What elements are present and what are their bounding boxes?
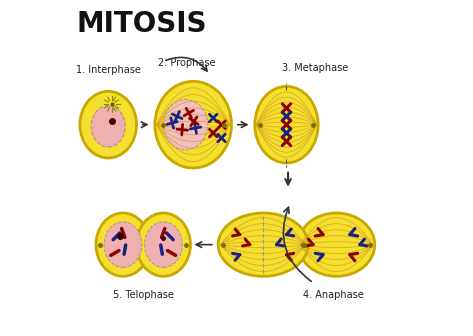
Ellipse shape [145, 222, 182, 267]
Ellipse shape [104, 222, 142, 267]
Text: 5. Telophase: 5. Telophase [113, 290, 174, 300]
Ellipse shape [298, 213, 375, 276]
Text: MITOSIS: MITOSIS [77, 10, 207, 38]
Text: 1. Interphase: 1. Interphase [76, 65, 140, 75]
Ellipse shape [155, 81, 231, 168]
Ellipse shape [136, 213, 191, 276]
Ellipse shape [96, 213, 150, 276]
Ellipse shape [255, 86, 318, 163]
Ellipse shape [163, 99, 208, 150]
Ellipse shape [218, 213, 308, 276]
Text: 2. Prophase: 2. Prophase [158, 58, 215, 68]
Text: 4. Anaphase: 4. Anaphase [303, 290, 364, 300]
Ellipse shape [91, 106, 125, 147]
Text: 3. Metaphase: 3. Metaphase [282, 63, 348, 73]
Ellipse shape [80, 91, 137, 158]
